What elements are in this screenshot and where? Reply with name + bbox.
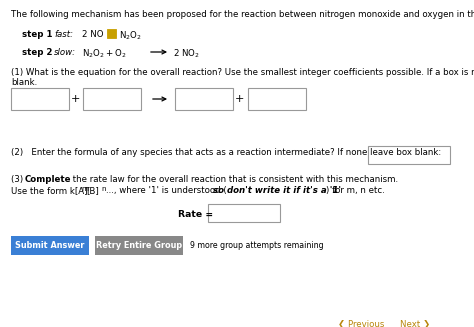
Text: m: m <box>81 186 88 192</box>
Text: step 2: step 2 <box>22 48 53 57</box>
Text: (2)   Enter the formula of any species that acts as a reaction intermediate? If : (2) Enter the formula of any species tha… <box>11 148 441 157</box>
Text: Retry Entire Group: Retry Entire Group <box>96 242 182 250</box>
Text: n: n <box>101 186 106 192</box>
Bar <box>175 88 233 110</box>
Bar <box>248 88 306 110</box>
Text: Use the form k[A]: Use the form k[A] <box>11 186 88 195</box>
Bar <box>83 88 141 110</box>
Bar <box>95 236 183 255</box>
Bar <box>107 29 116 38</box>
Text: $\mathregular{N_2O_2 + O_2}$: $\mathregular{N_2O_2 + O_2}$ <box>82 48 127 60</box>
Text: Rate =: Rate = <box>178 210 213 219</box>
Text: 9 more group attempts remaining: 9 more group attempts remaining <box>190 242 324 250</box>
Text: +: + <box>235 94 245 104</box>
Text: Complete: Complete <box>25 175 72 184</box>
Text: fast:: fast: <box>54 30 73 39</box>
Text: slow:: slow: <box>54 48 76 57</box>
Bar <box>368 146 450 164</box>
Text: step 1: step 1 <box>22 30 53 39</box>
Text: Submit Answer: Submit Answer <box>15 242 85 250</box>
Text: [B]: [B] <box>86 186 99 195</box>
Text: blank.: blank. <box>11 78 37 87</box>
Text: The following mechanism has been proposed for the reaction between nitrogen mono: The following mechanism has been propose… <box>11 10 474 19</box>
Text: ..., where '1' is understood (: ..., where '1' is understood ( <box>106 186 227 195</box>
Bar <box>11 88 69 110</box>
Text: (3): (3) <box>11 175 26 184</box>
Text: 2 NO: 2 NO <box>82 30 103 39</box>
Text: Next ❯: Next ❯ <box>400 320 430 327</box>
Text: ) for m, n etc.: ) for m, n etc. <box>326 186 385 195</box>
Bar <box>208 204 280 222</box>
Text: $\mathregular{N_2O_2}$: $\mathregular{N_2O_2}$ <box>119 30 142 43</box>
Text: +: + <box>71 94 81 104</box>
Bar <box>11 236 89 255</box>
Text: so don't write it if it's a '1': so don't write it if it's a '1' <box>213 186 341 195</box>
Text: $\mathregular{2\ NO_2}$: $\mathregular{2\ NO_2}$ <box>173 48 200 60</box>
Text: ❮ Previous: ❮ Previous <box>338 320 384 327</box>
Text: (1) What is the equation for the overall reaction? Use the smallest integer coef: (1) What is the equation for the overall… <box>11 68 474 77</box>
Text: the rate law for the overall reaction that is consistent with this mechanism.: the rate law for the overall reaction th… <box>70 175 398 184</box>
